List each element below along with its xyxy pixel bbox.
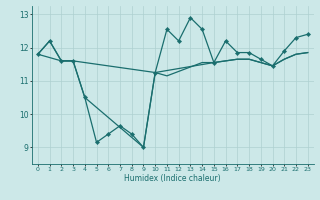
X-axis label: Humidex (Indice chaleur): Humidex (Indice chaleur) (124, 174, 221, 183)
